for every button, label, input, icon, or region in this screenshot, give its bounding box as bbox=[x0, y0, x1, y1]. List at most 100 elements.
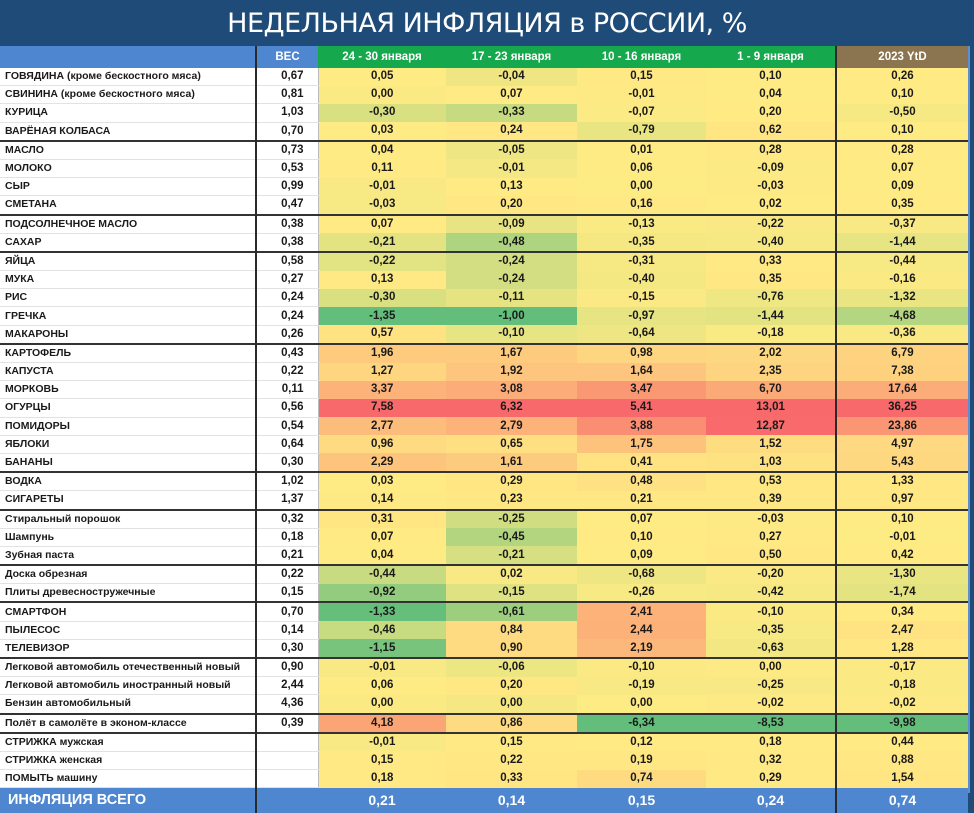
row-ytd: -0,44 bbox=[835, 250, 968, 271]
row-week-3: 1,64 bbox=[577, 362, 706, 381]
total-label: ИНФЛЯЦИЯ ВСЕГО bbox=[0, 787, 256, 813]
row-week-2: 3,08 bbox=[446, 380, 577, 399]
row-week-2: 1,67 bbox=[446, 342, 577, 363]
row-weight: 0,30 bbox=[255, 453, 319, 473]
row-week-1: 2,77 bbox=[318, 417, 446, 436]
header-week-1: 24 - 30 января bbox=[318, 46, 446, 68]
row-week-1: 1,27 bbox=[318, 362, 446, 381]
row-week-4: -0,35 bbox=[706, 621, 836, 640]
row-week-1: 0,15 bbox=[318, 751, 446, 770]
row-week-2: -0,45 bbox=[446, 528, 577, 547]
row-week-4: -0,03 bbox=[706, 177, 836, 196]
row-week-3: 0,19 bbox=[577, 751, 706, 770]
row-week-4: 0,02 bbox=[706, 195, 836, 215]
row-week-3: -0,79 bbox=[577, 122, 706, 141]
table-row: ПЫЛЕСОС 0,14 -0,46 0,84 2,44 -0,35 2,47 bbox=[0, 621, 968, 640]
row-week-1: 0,14 bbox=[318, 490, 446, 510]
row-week-2: 1,61 bbox=[446, 453, 577, 473]
table-row: МАСЛО 0,73 0,04 -0,05 0,01 0,28 0,28 bbox=[0, 139, 968, 160]
total-week-1: 0,21 bbox=[318, 787, 446, 813]
row-label: МОРКОВЬ bbox=[0, 380, 256, 400]
row-week-4: -1,44 bbox=[706, 306, 836, 326]
row-label: СТРИЖКА мужская bbox=[0, 731, 256, 752]
row-week-1: 0,03 bbox=[318, 471, 446, 491]
table-row: КАПУСТА 0,22 1,27 1,92 1,64 2,35 7,38 bbox=[0, 362, 968, 382]
row-week-4: -0,25 bbox=[706, 676, 836, 695]
row-weight: 1,37 bbox=[255, 490, 319, 510]
row-week-2: -0,04 bbox=[446, 68, 577, 86]
row-week-3: -0,01 bbox=[577, 85, 706, 104]
row-week-3: -0,68 bbox=[577, 564, 706, 584]
row-weight: 0,73 bbox=[255, 139, 319, 160]
row-label: ЯБЛОКИ bbox=[0, 435, 256, 454]
row-week-4: 0,00 bbox=[706, 657, 836, 677]
row-ytd: -1,44 bbox=[835, 233, 968, 252]
row-week-1: 0,13 bbox=[318, 270, 446, 289]
table-row: Стиральный порошок 0,32 0,31 -0,25 0,07 -0,03… bbox=[0, 508, 968, 529]
row-week-4: -0,03 bbox=[706, 508, 836, 529]
row-weight: 0,58 bbox=[255, 250, 319, 272]
row-week-2: -0,11 bbox=[446, 288, 577, 307]
row-label: МАСЛО bbox=[0, 139, 256, 160]
row-week-4: -0,42 bbox=[706, 583, 836, 603]
total-week-4: 0,24 bbox=[706, 787, 836, 813]
row-week-1: 0,06 bbox=[318, 676, 446, 695]
row-weight: 2,44 bbox=[255, 676, 319, 696]
row-weight bbox=[255, 769, 319, 789]
row-weight: 1,02 bbox=[255, 471, 319, 492]
row-weight: 0,24 bbox=[255, 288, 319, 308]
row-week-2: -0,15 bbox=[446, 583, 577, 603]
row-week-2: 0,00 bbox=[446, 694, 577, 714]
row-ytd: 1,54 bbox=[835, 769, 968, 788]
row-week-3: 5,41 bbox=[577, 398, 706, 418]
row-weight: 0,39 bbox=[255, 712, 319, 734]
row-week-4: 0,27 bbox=[706, 528, 836, 547]
table-row: Бензин автомобильный 4,36 0,00 0,00 0,00 -0,0… bbox=[0, 694, 968, 715]
row-week-4: 0,04 bbox=[706, 85, 836, 104]
row-week-4: -0,40 bbox=[706, 233, 836, 252]
row-label: Стиральный порошок bbox=[0, 508, 256, 529]
table-row: СМАРТФОН 0,70 -1,33 -0,61 2,41 -0,10 0,34 bbox=[0, 601, 968, 622]
row-week-4: 0,33 bbox=[706, 250, 836, 271]
row-ytd: -0,50 bbox=[835, 103, 968, 123]
row-week-1: -1,35 bbox=[318, 306, 446, 326]
row-week-3: 0,12 bbox=[577, 731, 706, 752]
row-week-3: 3,47 bbox=[577, 380, 706, 399]
row-week-2: 0,07 bbox=[446, 85, 577, 104]
row-ytd: 2,47 bbox=[835, 621, 968, 640]
row-ytd: -0,37 bbox=[835, 213, 968, 234]
row-week-3: 2,19 bbox=[577, 639, 706, 658]
row-week-1: 0,07 bbox=[318, 213, 446, 234]
row-week-1: 0,03 bbox=[318, 122, 446, 141]
table-body: ГОВЯДИНА (кроме бескостного мяса) 0,67 0,0… bbox=[0, 68, 968, 789]
row-week-3: 2,41 bbox=[577, 601, 706, 622]
row-label: Бензин автомобильный bbox=[0, 694, 256, 715]
table-row: МОЛОКО 0,53 0,11 -0,01 0,06 -0,09 0,07 bbox=[0, 159, 968, 179]
table-row: КУРИЦА 1,03 -0,30 -0,33 -0,07 0,20 -0,50 bbox=[0, 103, 968, 123]
row-weight: 0,38 bbox=[255, 233, 319, 253]
row-label: ПЫЛЕСОС bbox=[0, 621, 256, 640]
row-week-1: -0,30 bbox=[318, 288, 446, 307]
row-weight: 0,38 bbox=[255, 213, 319, 234]
row-week-1: -0,03 bbox=[318, 195, 446, 215]
row-ytd: -0,16 bbox=[835, 270, 968, 289]
row-week-4: -0,10 bbox=[706, 601, 836, 622]
row-week-4: 2,02 bbox=[706, 342, 836, 363]
row-week-4: 13,01 bbox=[706, 398, 836, 418]
header-label bbox=[0, 46, 256, 68]
row-week-3: 0,09 bbox=[577, 546, 706, 566]
row-week-4: 1,52 bbox=[706, 435, 836, 454]
header-row: ВЕС 24 - 30 января 17 - 23 января 10 - 1… bbox=[0, 46, 968, 68]
row-week-4: 0,35 bbox=[706, 270, 836, 289]
row-week-3: 0,00 bbox=[577, 694, 706, 714]
row-week-1: 0,11 bbox=[318, 159, 446, 178]
row-week-2: -0,21 bbox=[446, 546, 577, 566]
row-ytd: 0,35 bbox=[835, 195, 968, 215]
row-label: ГОВЯДИНА (кроме бескостного мяса) bbox=[0, 68, 256, 87]
row-week-2: 1,92 bbox=[446, 362, 577, 381]
row-week-2: 0,65 bbox=[446, 435, 577, 454]
row-label: Легковой автомобиль иностранный новый bbox=[0, 676, 256, 696]
row-label: КУРИЦА bbox=[0, 103, 256, 123]
row-ytd: 0,97 bbox=[835, 490, 968, 510]
row-week-1: 3,37 bbox=[318, 380, 446, 399]
